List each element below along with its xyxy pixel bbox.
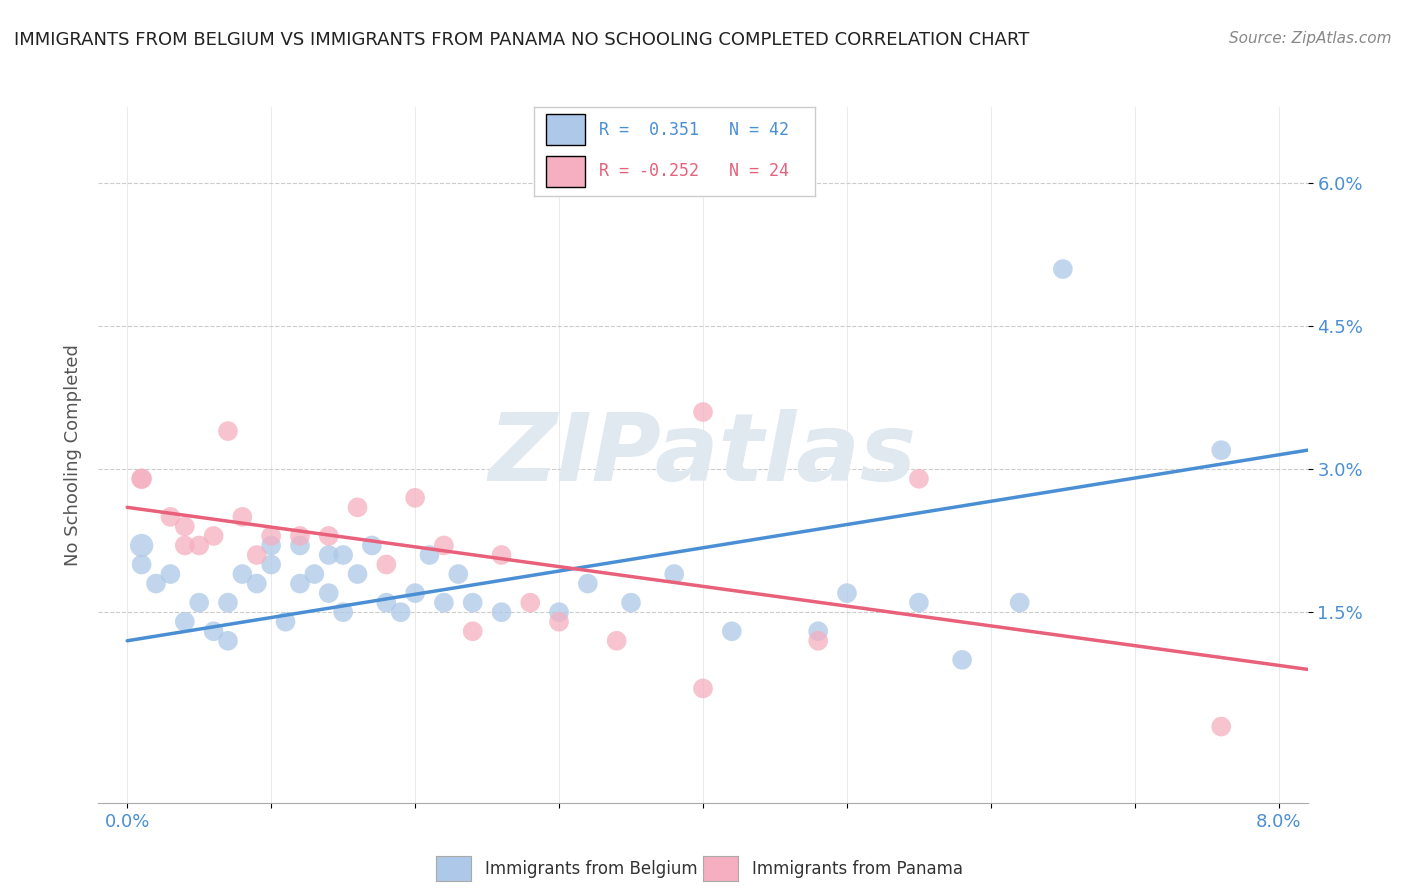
Point [332,548,354,562]
Point [1211,443,1233,458]
Text: IMMIGRANTS FROM BELGIUM VS IMMIGRANTS FROM PANAMA NO SCHOOLING COMPLETED CORRELA: IMMIGRANTS FROM BELGIUM VS IMMIGRANTS FR… [14,31,1029,49]
Point [173,519,195,533]
Point [288,576,311,591]
Point [260,558,283,572]
Point [807,624,830,639]
Point [274,615,297,629]
Point [375,558,398,572]
Text: ZIPatlas: ZIPatlas [489,409,917,501]
Point [231,509,253,524]
Text: Source: ZipAtlas.com: Source: ZipAtlas.com [1229,31,1392,46]
Point [131,472,153,486]
Point [692,405,714,419]
Point [260,539,283,553]
Point [188,539,211,553]
Point [491,605,513,619]
Point [173,615,195,629]
Text: R =  0.351   N = 42: R = 0.351 N = 42 [599,120,789,139]
Point [246,548,269,562]
Point [404,586,426,600]
Point [318,548,340,562]
Point [260,529,283,543]
Point [519,596,541,610]
Point [304,567,326,582]
Point [346,500,368,515]
Point [404,491,426,505]
Point [361,539,384,553]
Point [908,472,931,486]
Point [1008,596,1031,610]
Point [433,539,456,553]
Point [418,548,440,562]
Point [375,596,398,610]
Point [332,605,354,619]
Point [447,567,470,582]
Point [346,567,368,582]
Point [548,615,571,629]
Point [1211,720,1233,734]
Point [491,548,513,562]
Point [188,596,211,610]
Point [288,539,311,553]
Point [131,472,153,486]
Point [246,576,269,591]
FancyBboxPatch shape [546,114,585,145]
Point [173,539,195,553]
Point [202,624,225,639]
Point [950,653,973,667]
Point [692,681,714,696]
Point [202,529,225,543]
Point [389,605,412,619]
Point [548,605,571,619]
Point [159,567,181,582]
Point [159,509,181,524]
Point [720,624,742,639]
Point [1052,262,1074,277]
FancyBboxPatch shape [546,156,585,187]
Point [576,576,599,591]
Point [318,529,340,543]
Point [664,567,686,582]
Point [620,596,643,610]
Point [288,529,311,543]
Y-axis label: No Schooling Completed: No Schooling Completed [63,344,82,566]
Point [908,596,931,610]
Point [131,558,153,572]
Point [217,424,239,438]
Point [807,633,830,648]
Text: Immigrants from Panama: Immigrants from Panama [752,860,963,878]
Point [217,633,239,648]
Text: R = -0.252   N = 24: R = -0.252 N = 24 [599,161,789,180]
Point [433,596,456,610]
Point [835,586,858,600]
Point [548,167,571,181]
Text: Immigrants from Belgium: Immigrants from Belgium [485,860,697,878]
Point [231,567,253,582]
Point [318,586,340,600]
Point [606,633,628,648]
Point [461,596,484,610]
Point [461,624,484,639]
Point [145,576,167,591]
Point [131,539,153,553]
Point [217,596,239,610]
